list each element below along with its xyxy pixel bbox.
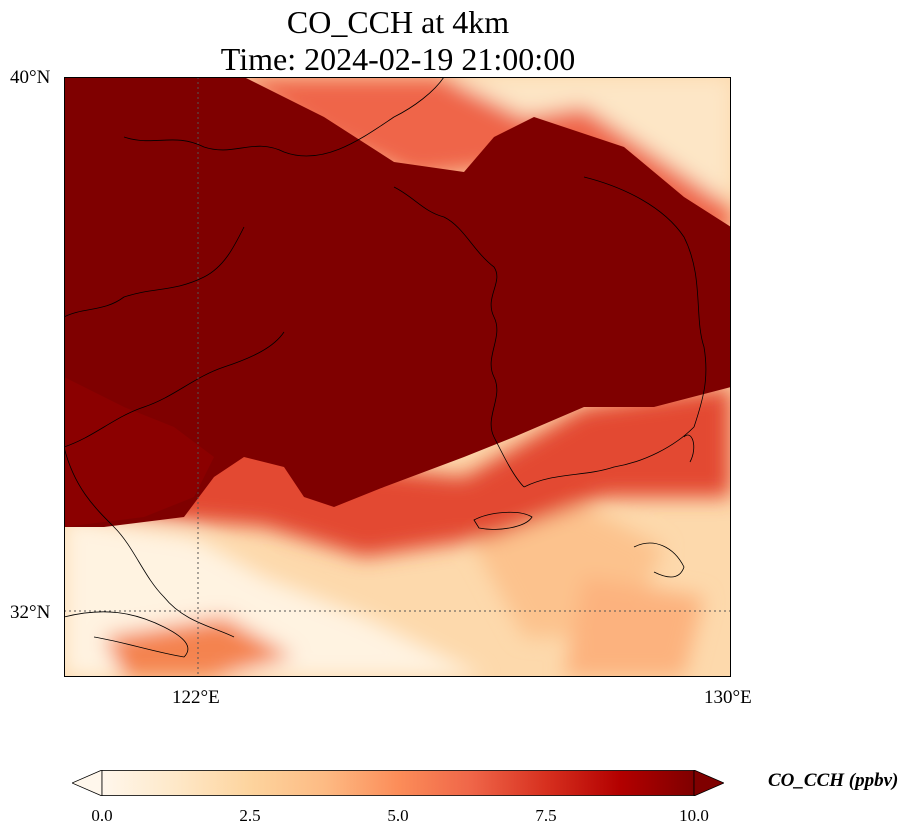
colorbar-tick-10: 10.0: [679, 806, 709, 825]
colorbar-label: CO_CCH (ppbv): [768, 770, 899, 791]
high-concentration-region: [64, 77, 731, 527]
coastline-bohai-west: [64, 226, 245, 318]
moderate-region-sw-band: [104, 617, 294, 677]
high-concentration-lobe: [64, 377, 214, 527]
colorbar-tick-5: 5.0: [387, 806, 409, 825]
plot-title-line1: CO_CCH at 4km: [286, 4, 510, 40]
coastlines: [64, 77, 707, 658]
coastline-liaodong: [123, 77, 445, 157]
jeju-island: [473, 511, 533, 530]
colorbar-tick-7.5: 7.5: [535, 806, 557, 825]
map-panel: [64, 77, 731, 677]
lat-label-32: 32°N: [10, 602, 51, 623]
yangtze-estuary: [64, 611, 189, 658]
kyushu-islands: [633, 542, 685, 578]
colorbar-tick-0: 0.0: [91, 806, 113, 825]
lat-label-40: 40°N: [10, 67, 51, 88]
coastline-korea-west: [393, 186, 525, 488]
coastline-china-south: [64, 446, 235, 638]
lon-label-130: 130°E: [704, 687, 752, 708]
coastline-shandong: [64, 331, 285, 448]
moderate-region-se: [564, 577, 704, 677]
lon-label-122: 122°E: [172, 687, 220, 708]
colorbar-extend-high: [693, 770, 724, 796]
coastline-korea-south: [523, 426, 695, 488]
plot-title-line2: Time: 2024-02-19 21:00:00: [220, 41, 576, 77]
map-frame: [64, 77, 731, 677]
colorbar-gradient: [101, 770, 695, 796]
colorbar-tick-2.5: 2.5: [239, 806, 261, 825]
coastline-korea-east: [583, 176, 707, 428]
colorbar: [72, 770, 724, 796]
tsushima-island: [683, 434, 695, 463]
colorbar-extend-low: [72, 770, 103, 796]
